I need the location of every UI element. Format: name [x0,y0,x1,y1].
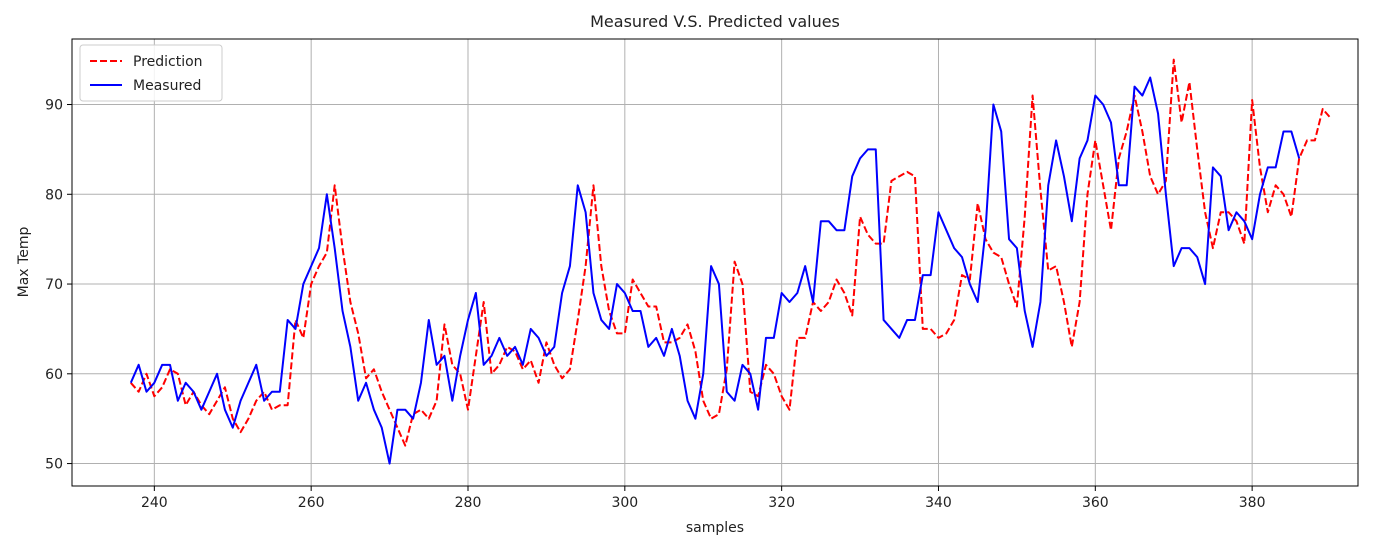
x-tick-label: 380 [1239,495,1266,511]
series-line-measured [129,76,1301,465]
chart-title: Measured V.S. Predicted values [590,12,840,31]
x-tick-label: 240 [141,495,168,511]
series-layer [129,58,1332,465]
plot-frame [71,38,1359,487]
y-tick-label: 60 [45,367,63,383]
x-tick-label: 360 [1082,495,1109,511]
legend-label-measured: Measured [133,78,201,94]
ticks: 240 260 280 300 320 340 360 380 50 60 70 80 90 [45,98,1265,511]
y-tick-label: 50 [45,457,63,473]
y-tick-label: 70 [45,277,63,293]
legend-box [79,44,223,102]
legend-label-prediction: Prediction [133,54,203,70]
y-axis-title: Max Temp [16,227,32,298]
x-tick-label: 320 [768,495,795,511]
x-tick-label: 260 [298,495,325,511]
x-tick-label: 340 [925,495,952,511]
legend: Prediction Measured [79,44,223,102]
y-tick-label: 80 [45,187,63,203]
x-tick-label: 280 [455,495,482,511]
y-tick-label: 90 [45,98,63,114]
grid [72,39,1358,486]
x-tick-label: 300 [611,495,638,511]
x-axis-title: samples [686,520,744,536]
